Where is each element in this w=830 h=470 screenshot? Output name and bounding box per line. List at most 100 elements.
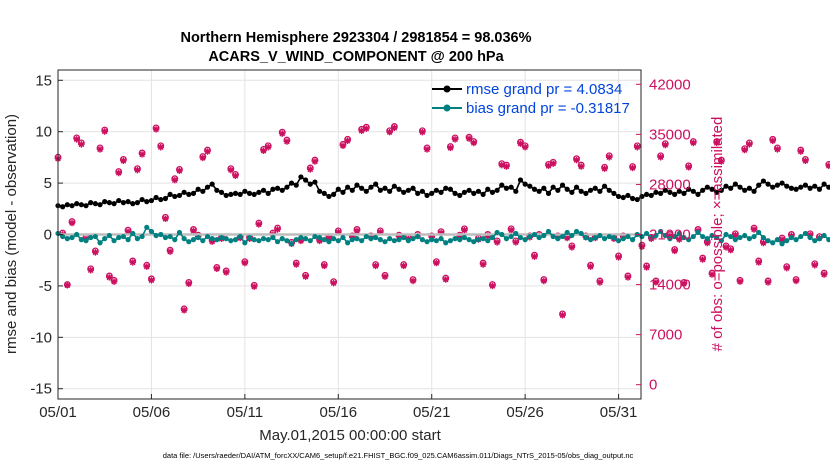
rmse-point (658, 190, 664, 196)
rmse-point (746, 185, 752, 191)
obs-assimilated-marker (335, 229, 342, 236)
bias-point (302, 236, 309, 242)
rmse-point (592, 185, 598, 191)
rmse-point (471, 190, 477, 196)
rmse-point (788, 185, 795, 191)
rmse-point (508, 184, 514, 190)
bias-point (246, 234, 253, 241)
obs-assimilated-marker (774, 146, 781, 153)
obs-assimilated-marker (120, 157, 127, 165)
x-axis-label: May.01,2015 00:00:00 start (259, 427, 441, 444)
obs-assimilated-marker (180, 307, 188, 314)
bias-point (106, 232, 112, 239)
obs-assimilated-marker (601, 165, 608, 172)
rmse-point (653, 189, 659, 195)
rmse-point (662, 187, 668, 193)
bias-point (232, 237, 239, 243)
bias-point (242, 240, 248, 246)
rmse-point (162, 195, 169, 202)
obs-assimilated-marker (732, 232, 739, 239)
bias-point (517, 234, 524, 241)
obs-assimilated-marker (685, 164, 692, 171)
obs-assimilated-marker (302, 273, 309, 280)
obs-assimilated-marker (568, 244, 576, 251)
bias-point (368, 236, 374, 242)
rmse-point (335, 186, 341, 192)
obs-assimilated-marker (802, 157, 809, 165)
rmse-point (228, 191, 234, 198)
chart-subtitle: ACARS_V_WIND_COMPONENT @ 200 hPa (208, 49, 504, 65)
bias-point (120, 233, 127, 240)
rmse-point (74, 201, 80, 207)
obs-assimilated-marker (409, 277, 417, 285)
bias-point (461, 234, 468, 241)
rmse-point (284, 184, 290, 190)
rmse-point (186, 191, 192, 198)
rmse-point (172, 193, 178, 200)
obs-assimilated-marker (489, 282, 496, 290)
obs-assimilated-marker (87, 267, 94, 274)
chart-title: Northern Hemisphere 2923304 / 2981854 = … (180, 30, 531, 46)
rmse-point (667, 189, 673, 195)
bias-point (335, 238, 341, 244)
rmse-point (349, 187, 355, 193)
rmse-point (382, 185, 388, 191)
obs-assimilated-marker (73, 136, 80, 143)
bias-point (373, 234, 379, 241)
obs-assimilated-marker (110, 278, 118, 285)
bias-point (354, 236, 360, 242)
rmse-point (629, 195, 636, 202)
obs-assimilated-marker (283, 138, 291, 145)
bias-point (756, 229, 762, 236)
rmse-point (550, 184, 556, 190)
bias-point (601, 236, 608, 242)
rmse-point (573, 184, 580, 190)
y2-tick-label: 28000 (649, 176, 691, 193)
obs-assimilated-marker (437, 229, 445, 237)
rmse-point (391, 183, 397, 189)
bias-point (774, 237, 781, 243)
bias-point (153, 232, 159, 239)
obs-assimilated-marker (64, 282, 71, 289)
rmse-point (774, 182, 781, 188)
rmse-point (368, 184, 374, 190)
obs-assimilated-marker (521, 144, 529, 151)
bias-point (251, 237, 257, 243)
obs-assimilated-marker (222, 269, 230, 276)
obs-assimilated-marker (96, 146, 104, 153)
bias-point (209, 236, 215, 242)
rmse-point (102, 199, 108, 205)
obs-assimilated-marker (479, 261, 487, 268)
bias-point (78, 237, 84, 243)
bias-point (265, 237, 271, 243)
y-tick-label: -5 (39, 278, 52, 295)
obs-assimilated-marker (297, 237, 305, 245)
rmse-point (802, 182, 809, 188)
rmse-point (597, 188, 603, 194)
obs-assimilated-marker (722, 244, 730, 251)
obs-assimilated-marker (134, 166, 141, 174)
rmse-point (279, 187, 285, 193)
rmse-point (545, 190, 552, 196)
rmse-point (517, 177, 524, 183)
rmse-point (784, 183, 790, 189)
obs-assimilated-marker (643, 264, 650, 271)
x-tick-label: 05/16 (320, 404, 358, 421)
rmse-point (625, 192, 631, 199)
bias-point (606, 233, 612, 240)
obs-assimilated-marker (213, 265, 221, 273)
x-tick-label: 05/31 (600, 404, 638, 421)
rmse-point (83, 203, 89, 209)
rmse-point (443, 185, 449, 191)
series-layer (55, 174, 830, 247)
rmse-point (125, 199, 131, 205)
bias-point (531, 231, 538, 238)
obs-assimilated-marker (792, 277, 800, 285)
obs-assimilated-marker (423, 146, 431, 153)
rmse-point (559, 182, 566, 188)
bias-point (672, 233, 678, 240)
bias-point (826, 237, 830, 243)
bias-point (237, 233, 243, 240)
obs-assimilated-marker (666, 232, 674, 240)
obs-assimilated-marker (363, 125, 370, 132)
